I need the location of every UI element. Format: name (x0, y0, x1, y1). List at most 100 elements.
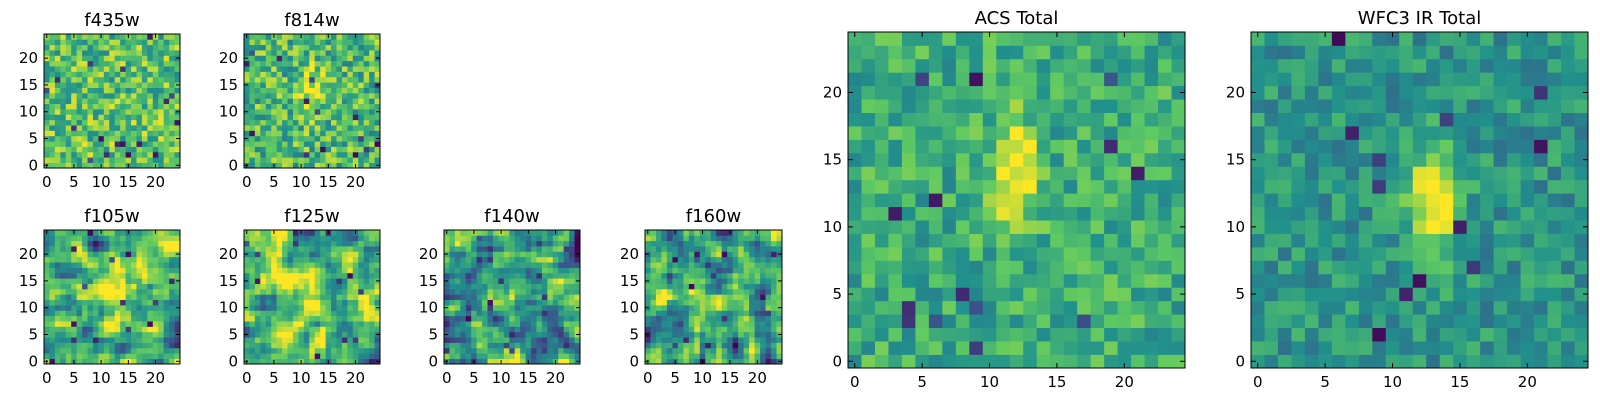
heatmap-cell (98, 331, 105, 338)
heatmap-cell (141, 294, 148, 301)
heatmap-cell (531, 251, 537, 258)
heatmap-cell (710, 321, 717, 327)
heatmap-cell (92, 246, 99, 252)
heatmap-cell (125, 272, 132, 279)
heatmap-cell (509, 288, 516, 295)
heatmap-cell (721, 283, 728, 290)
heatmap-cell (1453, 327, 1468, 342)
heatmap-cell (163, 326, 170, 333)
heatmap-cell (503, 337, 510, 343)
heatmap-cell (254, 98, 261, 105)
heatmap-cell (292, 135, 299, 142)
heatmap-cell (147, 146, 154, 153)
heatmap-cell (888, 300, 903, 315)
heatmap-cell (771, 315, 777, 322)
heatmap-cell (158, 337, 165, 343)
heatmap-cell (1036, 287, 1051, 302)
heatmap-cell (574, 262, 581, 268)
heatmap-cell (65, 347, 72, 354)
heatmap-cell (141, 82, 148, 88)
heatmap-cell (942, 193, 957, 208)
heatmap-cell (103, 76, 110, 83)
y-tick-label: 0 (228, 156, 238, 174)
heatmap-cell (460, 278, 467, 284)
heatmap-cell (760, 240, 766, 247)
heatmap-cell (536, 256, 543, 263)
heatmap-cell (169, 342, 175, 349)
heatmap-cell (1050, 126, 1065, 140)
heatmap-cell (271, 109, 277, 115)
heatmap-cell (969, 206, 984, 221)
heatmap-cell (125, 151, 132, 158)
heatmap-cell (531, 294, 537, 301)
heatmap-cell (765, 353, 772, 359)
heatmap-cell (309, 256, 316, 263)
heatmap-cell (82, 103, 88, 110)
heatmap-cell (114, 337, 121, 343)
heatmap-cell (44, 337, 50, 343)
heatmap-cell (1117, 166, 1132, 181)
heatmap-cell (498, 240, 505, 247)
heatmap-cell (352, 347, 359, 354)
heatmap-cell (928, 85, 943, 100)
heatmap-cell (1372, 233, 1387, 248)
heatmap-cell (244, 125, 250, 131)
heatmap-cell (754, 305, 761, 311)
heatmap-cell (1385, 354, 1400, 369)
heatmap-cell (1574, 300, 1589, 315)
heatmap-cell (955, 260, 970, 275)
heatmap-cell (125, 337, 132, 343)
heatmap-cell (683, 321, 690, 327)
heatmap-cell (661, 342, 668, 349)
heatmap-cell (260, 39, 267, 46)
heatmap-cell (901, 32, 916, 46)
heatmap-cell (163, 315, 170, 322)
heatmap-cell (103, 50, 110, 56)
heatmap-cells (44, 230, 181, 365)
heatmap-cell (103, 240, 110, 247)
heatmap-cell (655, 240, 662, 247)
heatmap-cell (487, 337, 494, 343)
heatmap-cell (547, 272, 554, 279)
heatmap-cell (82, 230, 88, 236)
heatmap-cell (109, 235, 116, 242)
heatmap-cell (942, 179, 957, 194)
heatmap-cell (721, 310, 728, 317)
heatmap-cell (44, 98, 50, 105)
heatmap-cell (174, 119, 181, 126)
heatmap-cell (1372, 287, 1387, 302)
heatmap-cell (44, 71, 50, 78)
heatmap-cell (103, 315, 110, 322)
heatmap-cell (287, 162, 294, 169)
heatmap-cell (672, 305, 679, 311)
heatmap-cell (271, 71, 277, 78)
heatmap-cell (915, 260, 930, 275)
heatmap-cell (1399, 179, 1414, 194)
heatmap-cell (1426, 233, 1441, 248)
heatmap-cell (49, 55, 56, 62)
heatmap-cell (369, 358, 375, 365)
heatmap-cell (1131, 179, 1145, 194)
heatmap-cell (444, 347, 450, 354)
heatmap-cell (1345, 233, 1360, 248)
heatmap-cell (454, 272, 461, 279)
heatmap-cell (1104, 233, 1118, 248)
heatmap-cell (65, 114, 72, 121)
heatmap-cell (98, 125, 105, 131)
heatmap-cell (76, 151, 83, 158)
heatmap-cell (525, 283, 532, 290)
heatmap-cell (1036, 152, 1051, 167)
heatmap-cell (54, 347, 61, 354)
heatmap-cell (347, 353, 354, 359)
heatmap-cell (749, 246, 755, 252)
heatmap-cell (861, 354, 876, 369)
heatmap-cell (471, 267, 477, 274)
heatmap-cell (49, 98, 56, 105)
heatmap-cell (174, 92, 181, 99)
heatmap-cell (369, 278, 375, 284)
heatmap-cell (331, 278, 337, 284)
heatmap-cell (482, 294, 488, 301)
heatmap-cell (1480, 260, 1494, 275)
heatmap-cell (1104, 179, 1118, 194)
heatmap-cell (374, 130, 381, 137)
